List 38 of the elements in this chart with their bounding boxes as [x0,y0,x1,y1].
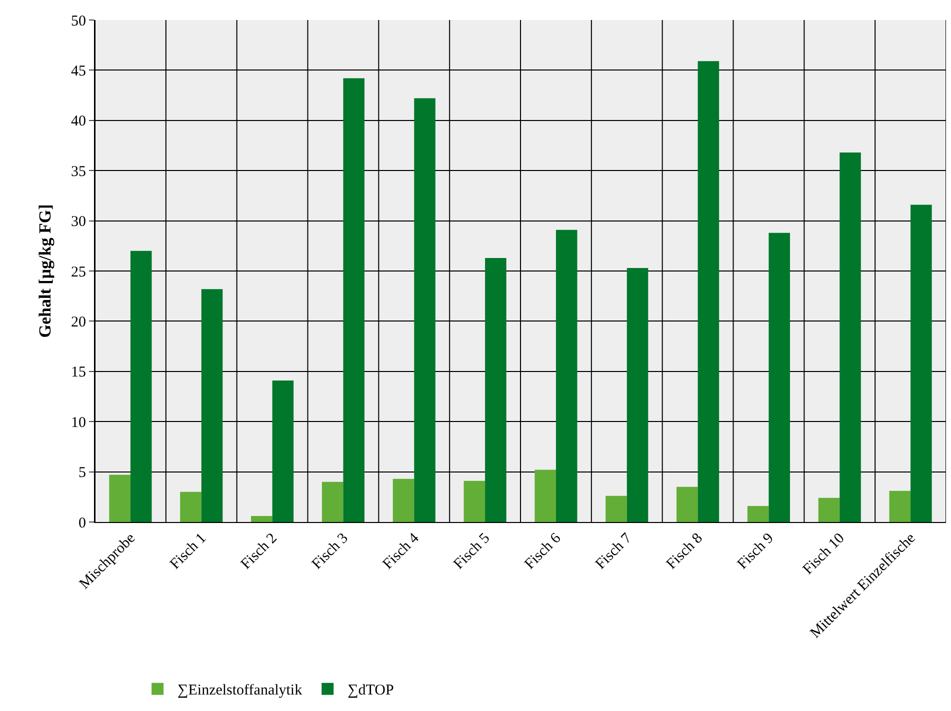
legend-label: ∑dTOP [348,682,394,699]
legend-label: ∑Einzelstoffanalytik [178,682,303,699]
y-tick-label: 15 [71,364,86,381]
bar [910,204,932,522]
bar [109,474,130,522]
y-tick-label: 35 [71,164,86,180]
bar [676,486,698,522]
bar [201,289,223,522]
bar [272,380,294,522]
bar [251,516,272,522]
y-tick-label: 25 [71,264,86,280]
y-tick-label: 10 [71,414,86,431]
y-tick-label: 5 [78,465,86,482]
y-tick-label: 45 [71,63,86,80]
bar [322,482,344,522]
bar [343,78,364,522]
bar [414,98,436,522]
bar [556,230,578,522]
bar [464,480,486,522]
y-axis-title: Gehalt [µg/kg FG] [36,204,55,338]
bar [180,492,202,522]
y-tick-label: 20 [71,314,86,330]
bar [768,232,790,522]
bar [818,498,840,522]
bar [130,250,152,522]
bar [698,61,720,522]
bar [747,506,769,522]
bar [534,470,556,522]
y-tick-label: 30 [71,214,86,230]
y-tick-label: 0 [78,515,86,532]
bar [840,152,861,522]
y-tick-label: 40 [71,114,86,130]
bar [606,496,627,522]
y-tick-label: 50 [71,13,86,30]
bar [626,268,648,522]
bar [889,490,911,522]
bar [392,478,414,522]
bar [485,258,506,522]
